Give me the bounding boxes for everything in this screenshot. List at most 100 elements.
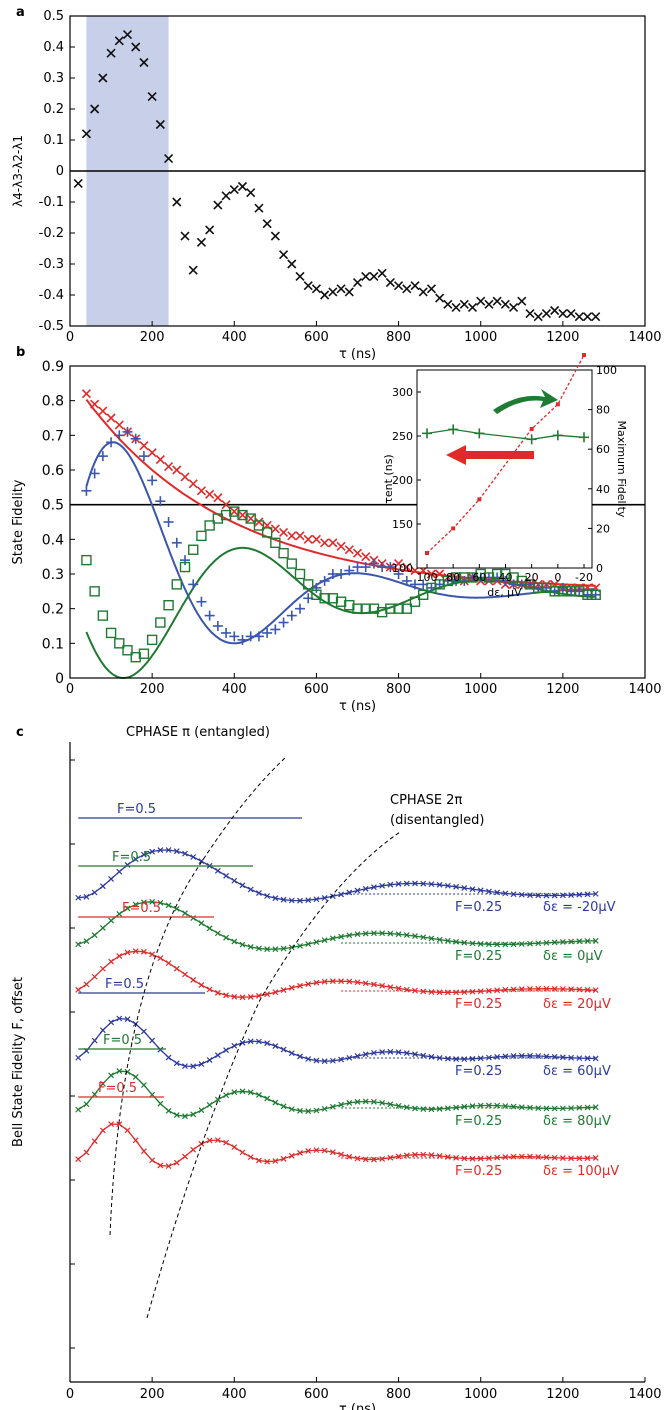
panel-b-point-stroke-b — [352, 548, 363, 558]
panel-b-point-stroke-b — [221, 500, 231, 510]
trace-point — [305, 1108, 312, 1115]
trace-point — [568, 986, 574, 993]
trace-point — [510, 1053, 517, 1059]
panel-a-point — [279, 250, 289, 260]
panel-b-point — [434, 579, 445, 590]
trace-point — [75, 1106, 82, 1113]
panel-b-point — [328, 538, 338, 548]
trace-half-label: F=0.5 — [103, 1033, 142, 1048]
trace-point — [469, 940, 476, 947]
trace-point — [412, 933, 418, 940]
trace-point — [132, 1137, 139, 1144]
panel-a-point — [270, 231, 280, 241]
trace-detuning-label: δε = -20μV — [543, 900, 616, 915]
trace-point — [280, 896, 287, 903]
panel-b-point — [368, 558, 379, 569]
trace-point — [329, 893, 336, 900]
panel-b-point — [246, 513, 256, 524]
trace-point — [494, 889, 501, 896]
trace-point — [518, 891, 525, 898]
inset-right-tick-label: 20 — [596, 522, 610, 535]
panel-b-point — [81, 485, 92, 496]
panel-a-point — [131, 42, 141, 52]
trace-point — [173, 965, 180, 972]
panel-b-point — [508, 572, 519, 583]
trace-point — [551, 985, 558, 992]
trace-point — [362, 1051, 369, 1058]
panel-a-point-stroke-b — [533, 312, 543, 322]
trace-point — [412, 1105, 418, 1112]
trace-quarter-label: F=0.25 — [455, 949, 502, 964]
panel-a-point — [352, 278, 363, 288]
inset-tau-point — [529, 426, 534, 431]
trace-point — [420, 934, 427, 941]
panel-a-point — [476, 296, 486, 306]
panel-a-point-stroke-b — [246, 188, 256, 198]
trace-point — [527, 1104, 533, 1111]
trace-point — [214, 1137, 221, 1144]
trace-point — [297, 942, 303, 949]
panel-b-point — [188, 544, 199, 555]
trace-point — [395, 985, 402, 992]
panel-a-point — [295, 271, 305, 281]
panel-b-frame — [69, 365, 646, 679]
trace-point — [444, 1154, 451, 1160]
trace-point — [173, 1159, 180, 1166]
trace-curve — [77, 1123, 596, 1167]
panel-a-x-tick-label: 800 — [386, 330, 411, 345]
trace-point — [141, 1082, 147, 1089]
trace-point — [543, 985, 550, 992]
trace-point — [99, 1027, 106, 1034]
panel-a-point — [558, 309, 568, 319]
panel-label-a: a — [16, 5, 25, 20]
trace-point — [510, 1153, 517, 1160]
panel-a-y-tick-label: 0.4 — [43, 40, 64, 55]
trace-point — [428, 1152, 435, 1159]
panel-a-point — [328, 287, 338, 297]
panel-b-point — [147, 448, 157, 458]
panel-a-y-tick-label: -0.5 — [39, 319, 64, 334]
panel-a-points — [73, 30, 601, 322]
panel-a-point — [311, 284, 321, 294]
trace-point — [329, 935, 336, 942]
panel-b-y-tick-label: 0.5 — [42, 498, 64, 514]
panel-b-point — [229, 506, 240, 517]
trace-point — [157, 1100, 164, 1107]
trace-point — [165, 960, 172, 967]
panel-a-point — [591, 312, 601, 322]
trace-point — [453, 1104, 459, 1111]
trace-point — [231, 1144, 238, 1151]
trace-point — [141, 1148, 147, 1155]
panel-a-point — [147, 92, 157, 102]
trace-point — [321, 978, 328, 985]
trace-point — [173, 1112, 180, 1119]
panel-b-point — [130, 652, 141, 663]
panel-a-point-stroke-b — [352, 278, 363, 288]
inset-x-tick-label: 100 — [417, 571, 438, 584]
panel-b-y-axis-label: State Fidelity — [11, 479, 26, 564]
panel-b-x-tick-label: 0 — [66, 682, 74, 697]
panel-b-point — [114, 430, 125, 441]
trace-point — [568, 1155, 574, 1162]
panel-b-point — [253, 520, 265, 531]
trace-point — [256, 945, 262, 952]
inset-arrow-left-axis — [446, 445, 534, 465]
trace-point — [527, 985, 533, 992]
panel-b-point — [81, 554, 92, 566]
panel-b-point — [459, 572, 470, 583]
panel-b-point — [483, 572, 495, 583]
panel-a-point — [435, 293, 445, 303]
panel-a-point-stroke-b — [541, 309, 551, 319]
trace-point — [371, 1049, 377, 1056]
panel-a-y-tick-label: 0 — [56, 164, 64, 179]
panel-b-point-stroke-b — [180, 472, 190, 482]
panel-b-point-stroke-b — [90, 399, 100, 409]
trace-point — [362, 1156, 369, 1163]
trace-point — [559, 1054, 566, 1061]
panel-a-x-tick-label: 600 — [304, 330, 329, 345]
panel-a-y-tick-label: -0.4 — [39, 288, 64, 303]
trace-point — [182, 1063, 188, 1070]
trace-point — [371, 930, 377, 937]
trace-point — [198, 982, 205, 988]
trace-point — [412, 1051, 418, 1058]
